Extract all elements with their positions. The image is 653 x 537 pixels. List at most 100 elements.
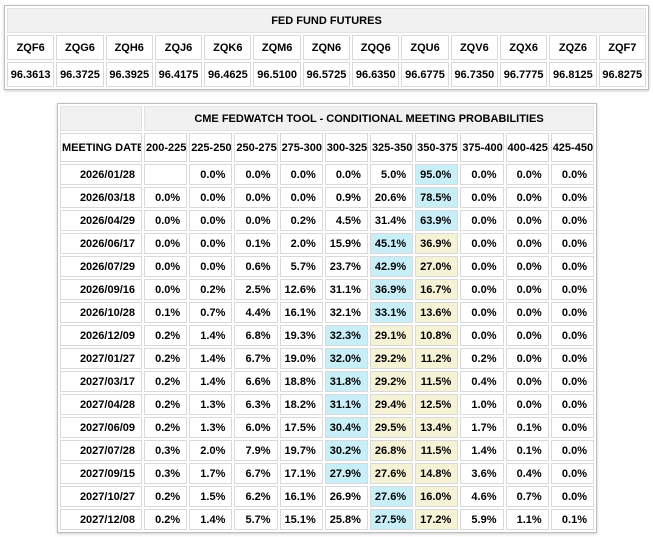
probability-cell: 0.2%: [144, 394, 188, 415]
rate-range-header-250-275: 250-275: [234, 133, 278, 162]
probability-cell: 27.0%: [415, 256, 459, 277]
probability-cell: 0.9%: [324, 187, 368, 208]
probability-cell: 29.5%: [369, 417, 414, 438]
meeting-row-2027-06-09: 2027/06/09 0.2% 1.3% 6.0% 17.5% 30.4% 29.5% 13.…: [60, 417, 594, 438]
probability-cell: 0.2%: [144, 325, 188, 346]
probability-cell: 0.1%: [505, 440, 549, 461]
probability-cell: 0.0%: [505, 187, 549, 208]
probability-cell: 6.7%: [234, 463, 278, 484]
probability-cell: 0.0%: [550, 463, 594, 484]
meeting-date: 2027/12/08: [60, 509, 142, 530]
probability-cell: 10.8%: [415, 325, 459, 346]
probability-cell: 32.3%: [324, 325, 368, 346]
meeting-date: 2027/01/27: [60, 348, 142, 369]
probability-cell: 0.4%: [460, 371, 504, 392]
probability-cell: 5.9%: [460, 509, 504, 530]
probability-cell: 16.1%: [279, 302, 323, 323]
probability-cell: 0.0%: [550, 302, 594, 323]
meeting-row-2027-04-28: 2027/04/28 0.2% 1.3% 6.3% 18.2% 31.1% 29.4% 12.…: [60, 394, 594, 415]
probability-cell: 6.8%: [234, 325, 278, 346]
probability-cell: 0.0%: [550, 417, 594, 438]
rate-range-header-325-350: 325-350: [369, 133, 414, 162]
probability-cell: 11.5%: [415, 371, 459, 392]
probability-cell: 31.4%: [369, 210, 414, 231]
probability-cell: 1.4%: [460, 440, 504, 461]
probability-cell: 19.0%: [279, 348, 323, 369]
meeting-row-2026-09-16: 2026/09/16 0.0% 0.2% 2.5% 12.6% 31.1% 36.9% 16.…: [60, 279, 594, 300]
probability-cell: 16.1%: [279, 486, 323, 507]
probability-cell: 25.8%: [324, 509, 368, 530]
probability-cell: 16.7%: [415, 279, 459, 300]
probability-cell: 0.0%: [189, 210, 233, 231]
fed-fund-futures-table: FED FUND FUTURES ZQF6 ZQG6 ZQH6 ZQJ6 ZQK6 ZQM…: [4, 5, 649, 90]
probability-cell: 0.0%: [460, 302, 504, 323]
probability-cell: 33.1%: [369, 302, 414, 323]
meeting-row-2026-10-28: 2026/10/28 0.1% 0.7% 4.4% 16.1% 32.1% 33.1% 13.…: [60, 302, 594, 323]
probability-cell: 18.2%: [279, 394, 323, 415]
probability-cell: 63.9%: [415, 210, 459, 231]
probability-cell: 32.1%: [324, 302, 368, 323]
contract-price-zqf7: 96.8275: [598, 62, 646, 87]
probability-cell: 13.6%: [415, 302, 459, 323]
probability-cell: 0.0%: [460, 279, 504, 300]
probability-cell: 0.2%: [460, 348, 504, 369]
probability-cell: 2.5%: [234, 279, 278, 300]
meeting-row-2026-01-28: 2026/01/28 0.0% 0.0% 0.0% 0.0% 5.0% 95.0% 0.0% 0…: [60, 164, 594, 185]
rate-range-header-275-300: 275-300: [279, 133, 323, 162]
probability-cell: 0.0%: [550, 394, 594, 415]
meeting-row-2026-06-17: 2026/06/17 0.0% 0.0% 0.1% 2.0% 15.9% 45.1% 36.9…: [60, 233, 594, 254]
fedwatch-probabilities-table: CME FEDWATCH TOOL - CONDITIONAL MEETING …: [57, 103, 597, 533]
meeting-date: 2027/04/28: [60, 394, 142, 415]
probability-cell: 0.2%: [144, 509, 188, 530]
probability-cell: 27.5%: [369, 509, 414, 530]
contract-price-zqm6: 96.5100: [253, 62, 301, 87]
meeting-date: 2026/07/29: [60, 256, 142, 277]
probability-cell: 0.0%: [189, 233, 233, 254]
futures-prices-row: 96.3613 96.3725 96.3925 96.4175 96.4625 96.51…: [7, 62, 646, 87]
probability-cell: 5.7%: [279, 256, 323, 277]
meeting-row-2027-01-27: 2027/01/27 0.2% 1.4% 6.7% 19.0% 32.0% 29.2% 11.…: [60, 348, 594, 369]
meeting-row-2026-07-29: 2026/07/29 0.0% 0.0% 0.6% 5.7% 23.7% 42.9% 27.0…: [60, 256, 594, 277]
meeting-date-column-header: MEETING DATE: [60, 133, 142, 162]
rate-range-header-200-225: 200-225: [144, 133, 188, 162]
contract-header-zqh6: ZQH6: [105, 35, 153, 60]
probability-cell: 14.8%: [415, 463, 459, 484]
futures-contracts-row: ZQF6 ZQG6 ZQH6 ZQJ6 ZQK6 ZQM6 ZQN6 ZQQ6 ZQU6 ZQV6…: [7, 35, 646, 60]
probability-cell: 0.1%: [234, 233, 278, 254]
probability-cell: 0.0%: [505, 210, 549, 231]
meeting-date: 2026/06/17: [60, 233, 142, 254]
meeting-row-2026-03-18: 2026/03/18 0.0% 0.0% 0.0% 0.0% 0.9% 20.6% 78.5%…: [60, 187, 594, 208]
probability-cell: 18.8%: [279, 371, 323, 392]
probability-cell: 4.6%: [460, 486, 504, 507]
meeting-row-2027-10-27: 2027/10/27 0.2% 1.5% 6.2% 16.1% 26.9% 27.6% 16.…: [60, 486, 594, 507]
probability-cell: 6.3%: [234, 394, 278, 415]
corner-cell: [60, 106, 142, 131]
probability-cell: 30.4%: [324, 417, 368, 438]
probability-cell: 19.7%: [279, 440, 323, 461]
contract-header-zqj6: ZQJ6: [154, 35, 203, 60]
meeting-date: 2026/12/09: [60, 325, 142, 346]
probability-cell: 0.0%: [505, 256, 549, 277]
probability-cell: 26.9%: [324, 486, 368, 507]
probability-cell: 0.0%: [550, 256, 594, 277]
contract-header-zqk6: ZQK6: [204, 35, 252, 60]
contract-header-zqv6: ZQV6: [450, 35, 498, 60]
rate-range-header-225-250: 225-250: [189, 133, 233, 162]
probability-cell: 23.7%: [324, 256, 368, 277]
probability-cell: 0.0%: [460, 233, 504, 254]
probability-cell: 5.0%: [369, 164, 414, 185]
meeting-date: 2027/10/27: [60, 486, 142, 507]
probability-cell: 0.0%: [550, 325, 594, 346]
probability-cell: 0.2%: [144, 348, 188, 369]
probability-cell: 0.2%: [144, 417, 188, 438]
probability-cell: 0.6%: [234, 256, 278, 277]
probability-cell: 0.7%: [505, 486, 549, 507]
probability-cell: 0.0%: [550, 210, 594, 231]
meeting-date: 2027/06/09: [60, 417, 142, 438]
probability-cell: 0.0%: [550, 187, 594, 208]
probability-cell: 0.0%: [550, 440, 594, 461]
meeting-date: 2027/09/15: [60, 463, 142, 484]
probability-cell: 27.9%: [324, 463, 368, 484]
rate-range-header-350-375: 350-375: [415, 133, 459, 162]
contract-header-zqn6: ZQN6: [302, 35, 351, 60]
